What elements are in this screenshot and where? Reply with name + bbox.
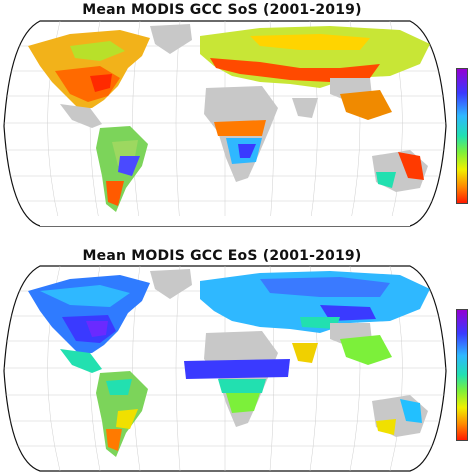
eos-map-title: Mean MODIS GCC EoS (2001-2019) — [82, 248, 362, 264]
sos-map-title: Mean MODIS GCC SoS (2001-2019) — [82, 2, 362, 18]
sos-africa — [204, 86, 278, 182]
sos-australia — [372, 150, 428, 192]
eos-north-america — [28, 275, 150, 373]
eos-colorbar — [456, 309, 468, 441]
eos-australia — [372, 395, 428, 437]
eos-panel: Mean MODIS GCC EoS (2001-2019) — [0, 237, 474, 474]
eos-africa — [184, 331, 290, 427]
sos-eurasia — [200, 26, 430, 120]
eos-south-america — [96, 371, 148, 457]
sos-panel: Mean MODIS GCC SoS (2001-2019) — [0, 0, 474, 237]
sos-north-america — [28, 30, 150, 128]
eos-eurasia — [200, 271, 430, 365]
sos-world-map — [3, 20, 447, 227]
sos-greenland — [150, 24, 192, 54]
eos-greenland — [150, 269, 192, 299]
sos-antarctica — [40, 216, 410, 226]
sos-colorbar — [456, 68, 468, 204]
sos-south-america — [96, 126, 148, 212]
eos-world-map — [3, 265, 447, 472]
